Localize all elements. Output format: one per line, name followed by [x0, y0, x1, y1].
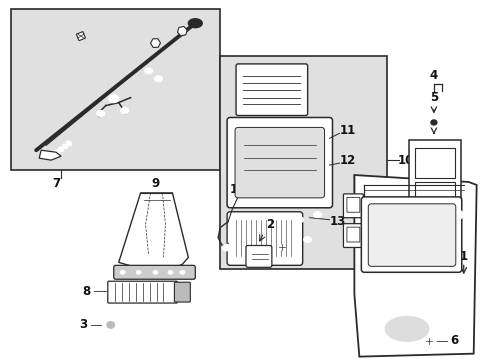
Ellipse shape: [154, 76, 162, 82]
Ellipse shape: [121, 108, 128, 113]
Text: 4: 4: [429, 69, 437, 82]
Text: 6: 6: [450, 334, 458, 347]
Ellipse shape: [453, 210, 462, 219]
Ellipse shape: [97, 111, 104, 117]
Ellipse shape: [108, 95, 119, 103]
Text: 10: 10: [397, 154, 413, 167]
Polygon shape: [39, 150, 61, 160]
FancyBboxPatch shape: [174, 282, 190, 302]
FancyBboxPatch shape: [235, 127, 324, 198]
Text: 13: 13: [329, 215, 345, 228]
Ellipse shape: [427, 117, 439, 127]
Ellipse shape: [454, 285, 462, 293]
Ellipse shape: [58, 147, 64, 152]
Ellipse shape: [153, 270, 158, 274]
Ellipse shape: [106, 321, 115, 328]
Bar: [11, 9, 220, 170]
Ellipse shape: [295, 217, 303, 223]
FancyBboxPatch shape: [245, 246, 271, 267]
FancyBboxPatch shape: [343, 194, 363, 218]
Ellipse shape: [376, 311, 436, 346]
FancyBboxPatch shape: [114, 265, 195, 279]
Ellipse shape: [278, 245, 284, 250]
Text: 3: 3: [79, 318, 87, 331]
Text: 2: 2: [265, 218, 273, 231]
Text: 1: 1: [459, 250, 467, 263]
Ellipse shape: [425, 338, 431, 344]
Ellipse shape: [103, 319, 118, 331]
FancyBboxPatch shape: [343, 224, 363, 247]
FancyBboxPatch shape: [408, 140, 460, 205]
Ellipse shape: [66, 141, 72, 145]
Ellipse shape: [62, 144, 68, 149]
Text: 5: 5: [429, 91, 437, 104]
FancyBboxPatch shape: [367, 204, 455, 266]
Ellipse shape: [222, 244, 229, 251]
Ellipse shape: [430, 120, 436, 125]
FancyBboxPatch shape: [236, 64, 307, 116]
Text: 11: 11: [339, 124, 355, 137]
Ellipse shape: [144, 68, 152, 74]
Ellipse shape: [167, 270, 173, 274]
Ellipse shape: [120, 270, 125, 274]
Ellipse shape: [303, 237, 311, 243]
Bar: [220, 56, 386, 269]
Text: 8: 8: [81, 285, 90, 298]
FancyBboxPatch shape: [226, 117, 332, 208]
Ellipse shape: [313, 212, 321, 218]
Ellipse shape: [50, 153, 56, 157]
Polygon shape: [119, 193, 188, 269]
Ellipse shape: [54, 150, 60, 154]
Polygon shape: [354, 175, 476, 357]
Text: 14: 14: [229, 184, 246, 197]
Ellipse shape: [385, 316, 428, 341]
FancyBboxPatch shape: [361, 197, 461, 272]
FancyBboxPatch shape: [226, 212, 302, 265]
Ellipse shape: [188, 19, 202, 28]
Text: 7: 7: [52, 177, 60, 190]
Ellipse shape: [180, 270, 184, 274]
Ellipse shape: [136, 270, 141, 274]
Text: 9: 9: [151, 177, 159, 190]
Text: 12: 12: [339, 154, 355, 167]
FancyBboxPatch shape: [107, 281, 177, 303]
